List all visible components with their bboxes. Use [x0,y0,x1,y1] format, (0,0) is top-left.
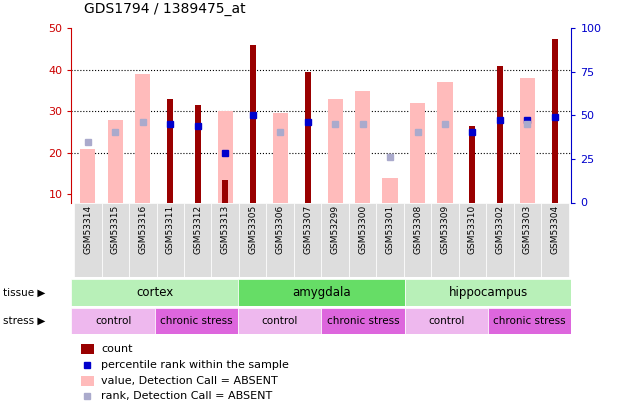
Text: control: control [428,316,465,326]
Text: GSM53301: GSM53301 [386,205,394,254]
Bar [488,308,571,334]
Bar [273,113,288,202]
Bar [437,82,453,202]
Text: value, Detection Call = ABSENT: value, Detection Call = ABSENT [101,376,278,386]
Bar [305,72,310,202]
Bar [383,178,397,202]
Text: GSM53302: GSM53302 [496,205,504,254]
Bar [135,74,150,202]
Text: amygdala: amygdala [292,286,351,299]
Bar [155,308,238,334]
Bar [184,202,212,277]
Bar [81,344,94,354]
Bar [404,202,431,277]
Bar [156,202,184,277]
Text: GSM53316: GSM53316 [138,205,147,254]
Bar [266,202,294,277]
Bar [469,126,476,202]
Text: GSM53311: GSM53311 [166,205,175,254]
Text: chronic stress: chronic stress [493,316,566,326]
Text: GSM53306: GSM53306 [276,205,284,254]
Bar [410,103,425,202]
Text: GSM53312: GSM53312 [193,205,202,254]
Bar [376,202,404,277]
Bar [250,45,256,202]
Bar [405,279,571,306]
Bar [486,202,514,277]
Text: rank, Detection Call = ABSENT: rank, Detection Call = ABSENT [101,391,273,401]
Bar [514,202,541,277]
Text: chronic stress: chronic stress [327,316,399,326]
Bar [167,99,173,202]
Text: GSM53307: GSM53307 [303,205,312,254]
Text: GSM53305: GSM53305 [248,205,257,254]
Text: percentile rank within the sample: percentile rank within the sample [101,360,289,370]
Bar [405,308,488,334]
Text: GSM53299: GSM53299 [330,205,340,254]
Bar [541,202,569,277]
Bar [459,202,486,277]
Text: count: count [101,345,133,354]
Text: chronic stress: chronic stress [160,316,233,326]
Text: tissue ▶: tissue ▶ [3,288,45,298]
Bar [497,66,503,202]
Bar [552,39,558,202]
Text: control: control [261,316,298,326]
Bar [102,202,129,277]
Bar [74,202,102,277]
Bar [322,202,349,277]
Bar [108,119,123,202]
Bar [355,91,370,202]
Bar [239,202,266,277]
Text: GSM53300: GSM53300 [358,205,367,254]
Bar [71,308,155,334]
Bar [238,279,405,306]
Bar [195,105,201,202]
Text: GSM53304: GSM53304 [550,205,560,254]
Text: GSM53303: GSM53303 [523,205,532,254]
Text: GSM53314: GSM53314 [83,205,93,254]
Bar [327,99,343,202]
Text: stress ▶: stress ▶ [3,316,45,326]
Text: GSM53313: GSM53313 [220,205,230,254]
Bar [222,180,229,202]
Bar [431,202,459,277]
Text: cortex: cortex [136,286,173,299]
Bar [294,202,322,277]
Bar [80,149,96,202]
Bar [71,279,238,306]
Text: GSM53315: GSM53315 [111,205,120,254]
Bar [218,111,233,202]
Text: GDS1794 / 1389475_at: GDS1794 / 1389475_at [84,2,245,16]
Text: GSM53309: GSM53309 [440,205,450,254]
Text: control: control [95,316,131,326]
Text: GSM53310: GSM53310 [468,205,477,254]
Text: hippocampus: hippocampus [448,286,528,299]
Bar [129,202,156,277]
Bar [212,202,239,277]
Bar [322,308,405,334]
Text: GSM53308: GSM53308 [413,205,422,254]
Bar [238,308,322,334]
Bar [349,202,376,277]
Bar [520,78,535,202]
Bar [81,376,94,386]
